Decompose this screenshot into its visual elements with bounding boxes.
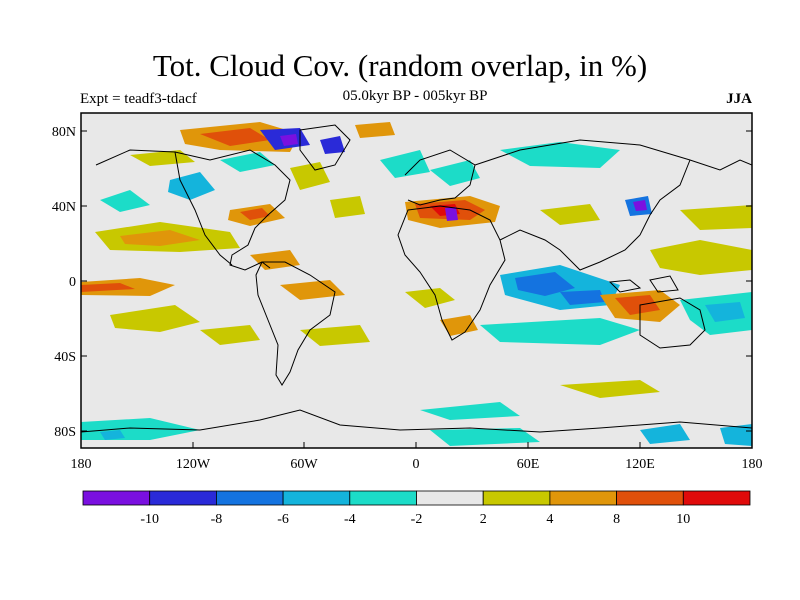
anomaly-field — [81, 122, 752, 446]
colorbar-swatch-3 — [282, 490, 351, 506]
y-label-80s: 80S — [54, 425, 76, 440]
axis-ticks — [80, 130, 753, 448]
x-label-180e: 180 — [742, 457, 763, 472]
map-title: Tot. Cloud Cov. (random overlap, in %) — [152, 48, 648, 83]
colorbar-label-7: 8 — [613, 512, 620, 527]
colorbar-swatch-1 — [149, 490, 217, 506]
y-label-80n: 80N — [52, 125, 76, 140]
colorbar-swatch-6 — [482, 490, 551, 506]
colorbar-swatch-7 — [549, 490, 618, 506]
x-label-180w: 180 — [71, 457, 92, 472]
colorbar-swatch-5 — [416, 490, 484, 506]
y-label-40n: 40N — [52, 200, 76, 215]
x-label-120e: 120E — [625, 457, 655, 472]
colorbar-label-8: 10 — [676, 512, 690, 527]
colorbar-label-4: -2 — [411, 512, 423, 527]
period-label: 05.0kyr BP - 005kyr BP — [342, 88, 488, 104]
colorbar-label-1: -8 — [211, 512, 223, 527]
colorbar-swatch-2 — [215, 490, 284, 506]
colorbar — [82, 490, 751, 506]
colorbar-swatch-9 — [682, 490, 751, 506]
colorbar-swatch-4 — [349, 490, 417, 506]
colorbar-label-6: 4 — [546, 512, 553, 527]
y-label-0: 0 — [69, 275, 76, 290]
x-label-0: 0 — [413, 457, 420, 472]
colorbar-swatch-0 — [82, 490, 151, 506]
colorbar-label-3: -4 — [344, 512, 356, 527]
colorbar-labels: -10 -8 -6 -4 -2 2 4 8 10 — [140, 512, 690, 527]
colorbar-swatch-8 — [616, 490, 684, 506]
season-label: JJA — [726, 91, 752, 107]
colorbar-label-2: -6 — [277, 512, 289, 527]
coastlines — [81, 124, 752, 433]
colorbar-label-5: 2 — [480, 512, 487, 527]
x-label-60e: 60E — [517, 457, 540, 472]
colorbar-label-0: -10 — [140, 512, 159, 527]
experiment-label: Expt = teadf3-tdacf — [80, 91, 197, 107]
x-label-120w: 120W — [176, 457, 211, 472]
x-label-60w: 60W — [290, 457, 318, 472]
y-label-40s: 40S — [54, 350, 76, 365]
